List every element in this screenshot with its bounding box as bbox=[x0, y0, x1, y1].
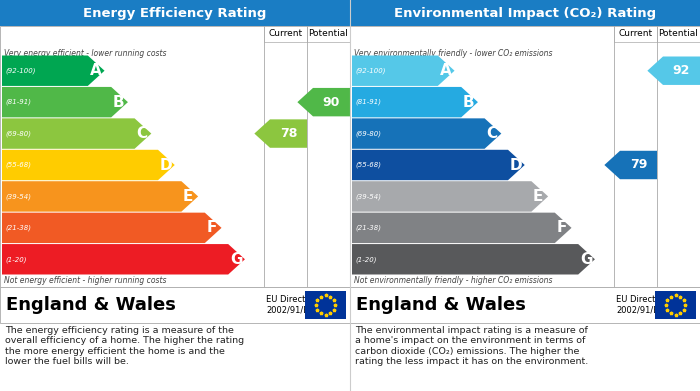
Text: (55-68): (55-68) bbox=[355, 162, 381, 168]
Text: The energy efficiency rating is a measure of the
overall efficiency of a home. T: The energy efficiency rating is a measur… bbox=[5, 326, 244, 366]
Polygon shape bbox=[2, 118, 151, 149]
Text: EU Directive
2002/91/EC: EU Directive 2002/91/EC bbox=[266, 295, 318, 315]
Polygon shape bbox=[254, 119, 307, 148]
Text: B: B bbox=[113, 95, 125, 109]
Text: (21-38): (21-38) bbox=[355, 224, 381, 231]
Polygon shape bbox=[604, 151, 657, 179]
Polygon shape bbox=[352, 87, 478, 117]
Text: Current: Current bbox=[618, 29, 652, 38]
Bar bbox=[305, 291, 346, 319]
Polygon shape bbox=[2, 213, 221, 243]
Text: Not energy efficient - higher running costs: Not energy efficient - higher running co… bbox=[4, 276, 167, 285]
Text: (92-100): (92-100) bbox=[5, 68, 36, 74]
Polygon shape bbox=[2, 181, 198, 212]
Text: 78: 78 bbox=[280, 127, 298, 140]
Text: Environmental Impact (CO₂) Rating: Environmental Impact (CO₂) Rating bbox=[394, 7, 656, 20]
Text: G: G bbox=[580, 252, 592, 267]
Bar bbox=[614, 26, 657, 42]
Text: F: F bbox=[556, 221, 567, 235]
Polygon shape bbox=[2, 56, 104, 86]
Text: Potential: Potential bbox=[659, 29, 699, 38]
Polygon shape bbox=[352, 118, 501, 149]
Polygon shape bbox=[2, 150, 175, 180]
Text: (69-80): (69-80) bbox=[355, 130, 381, 137]
Text: Very environmentally friendly - lower CO₂ emissions: Very environmentally friendly - lower CO… bbox=[354, 48, 552, 57]
Text: D: D bbox=[510, 158, 522, 172]
Text: (81-91): (81-91) bbox=[5, 99, 31, 106]
Text: G: G bbox=[230, 252, 242, 267]
Polygon shape bbox=[648, 57, 700, 85]
Text: (39-54): (39-54) bbox=[5, 193, 31, 200]
Bar bbox=[307, 26, 350, 42]
Text: England & Wales: England & Wales bbox=[356, 296, 526, 314]
Text: E: E bbox=[183, 189, 193, 204]
Text: (55-68): (55-68) bbox=[5, 162, 31, 168]
Bar bbox=[0, 26, 350, 287]
Text: B: B bbox=[463, 95, 475, 109]
Text: (81-91): (81-91) bbox=[355, 99, 381, 106]
Text: Not environmentally friendly - higher CO₂ emissions: Not environmentally friendly - higher CO… bbox=[354, 276, 552, 285]
Text: (69-80): (69-80) bbox=[5, 130, 31, 137]
Polygon shape bbox=[352, 56, 454, 86]
Text: 79: 79 bbox=[630, 158, 648, 172]
Bar bbox=[655, 291, 696, 319]
Text: (21-38): (21-38) bbox=[5, 224, 31, 231]
Text: (92-100): (92-100) bbox=[355, 68, 386, 74]
Polygon shape bbox=[2, 87, 128, 117]
Bar bbox=[0, 287, 350, 323]
Bar bbox=[657, 26, 700, 42]
Text: (39-54): (39-54) bbox=[355, 193, 381, 200]
Polygon shape bbox=[352, 213, 571, 243]
Text: Current: Current bbox=[268, 29, 302, 38]
Polygon shape bbox=[352, 181, 548, 212]
Text: Potential: Potential bbox=[309, 29, 349, 38]
Text: (1-20): (1-20) bbox=[355, 256, 377, 262]
Text: 90: 90 bbox=[323, 96, 340, 109]
Polygon shape bbox=[298, 88, 350, 117]
Text: F: F bbox=[206, 221, 217, 235]
Text: England & Wales: England & Wales bbox=[6, 296, 176, 314]
Polygon shape bbox=[2, 244, 245, 274]
Text: E: E bbox=[533, 189, 543, 204]
Text: 92: 92 bbox=[673, 64, 690, 77]
Polygon shape bbox=[352, 150, 525, 180]
Text: EU Directive
2002/91/EC: EU Directive 2002/91/EC bbox=[616, 295, 668, 315]
Bar bbox=[350, 0, 700, 26]
Text: The environmental impact rating is a measure of
a home's impact on the environme: The environmental impact rating is a mea… bbox=[355, 326, 588, 366]
Text: A: A bbox=[90, 63, 102, 78]
Bar bbox=[0, 0, 350, 26]
Text: Energy Efficiency Rating: Energy Efficiency Rating bbox=[83, 7, 267, 20]
Text: (1-20): (1-20) bbox=[5, 256, 27, 262]
Bar bbox=[350, 26, 700, 287]
Text: C: C bbox=[486, 126, 498, 141]
Text: A: A bbox=[440, 63, 452, 78]
Text: C: C bbox=[136, 126, 148, 141]
Bar bbox=[264, 26, 307, 42]
Text: Very energy efficient - lower running costs: Very energy efficient - lower running co… bbox=[4, 48, 167, 57]
Text: D: D bbox=[160, 158, 172, 172]
Polygon shape bbox=[352, 244, 595, 274]
Bar bbox=[350, 287, 700, 323]
